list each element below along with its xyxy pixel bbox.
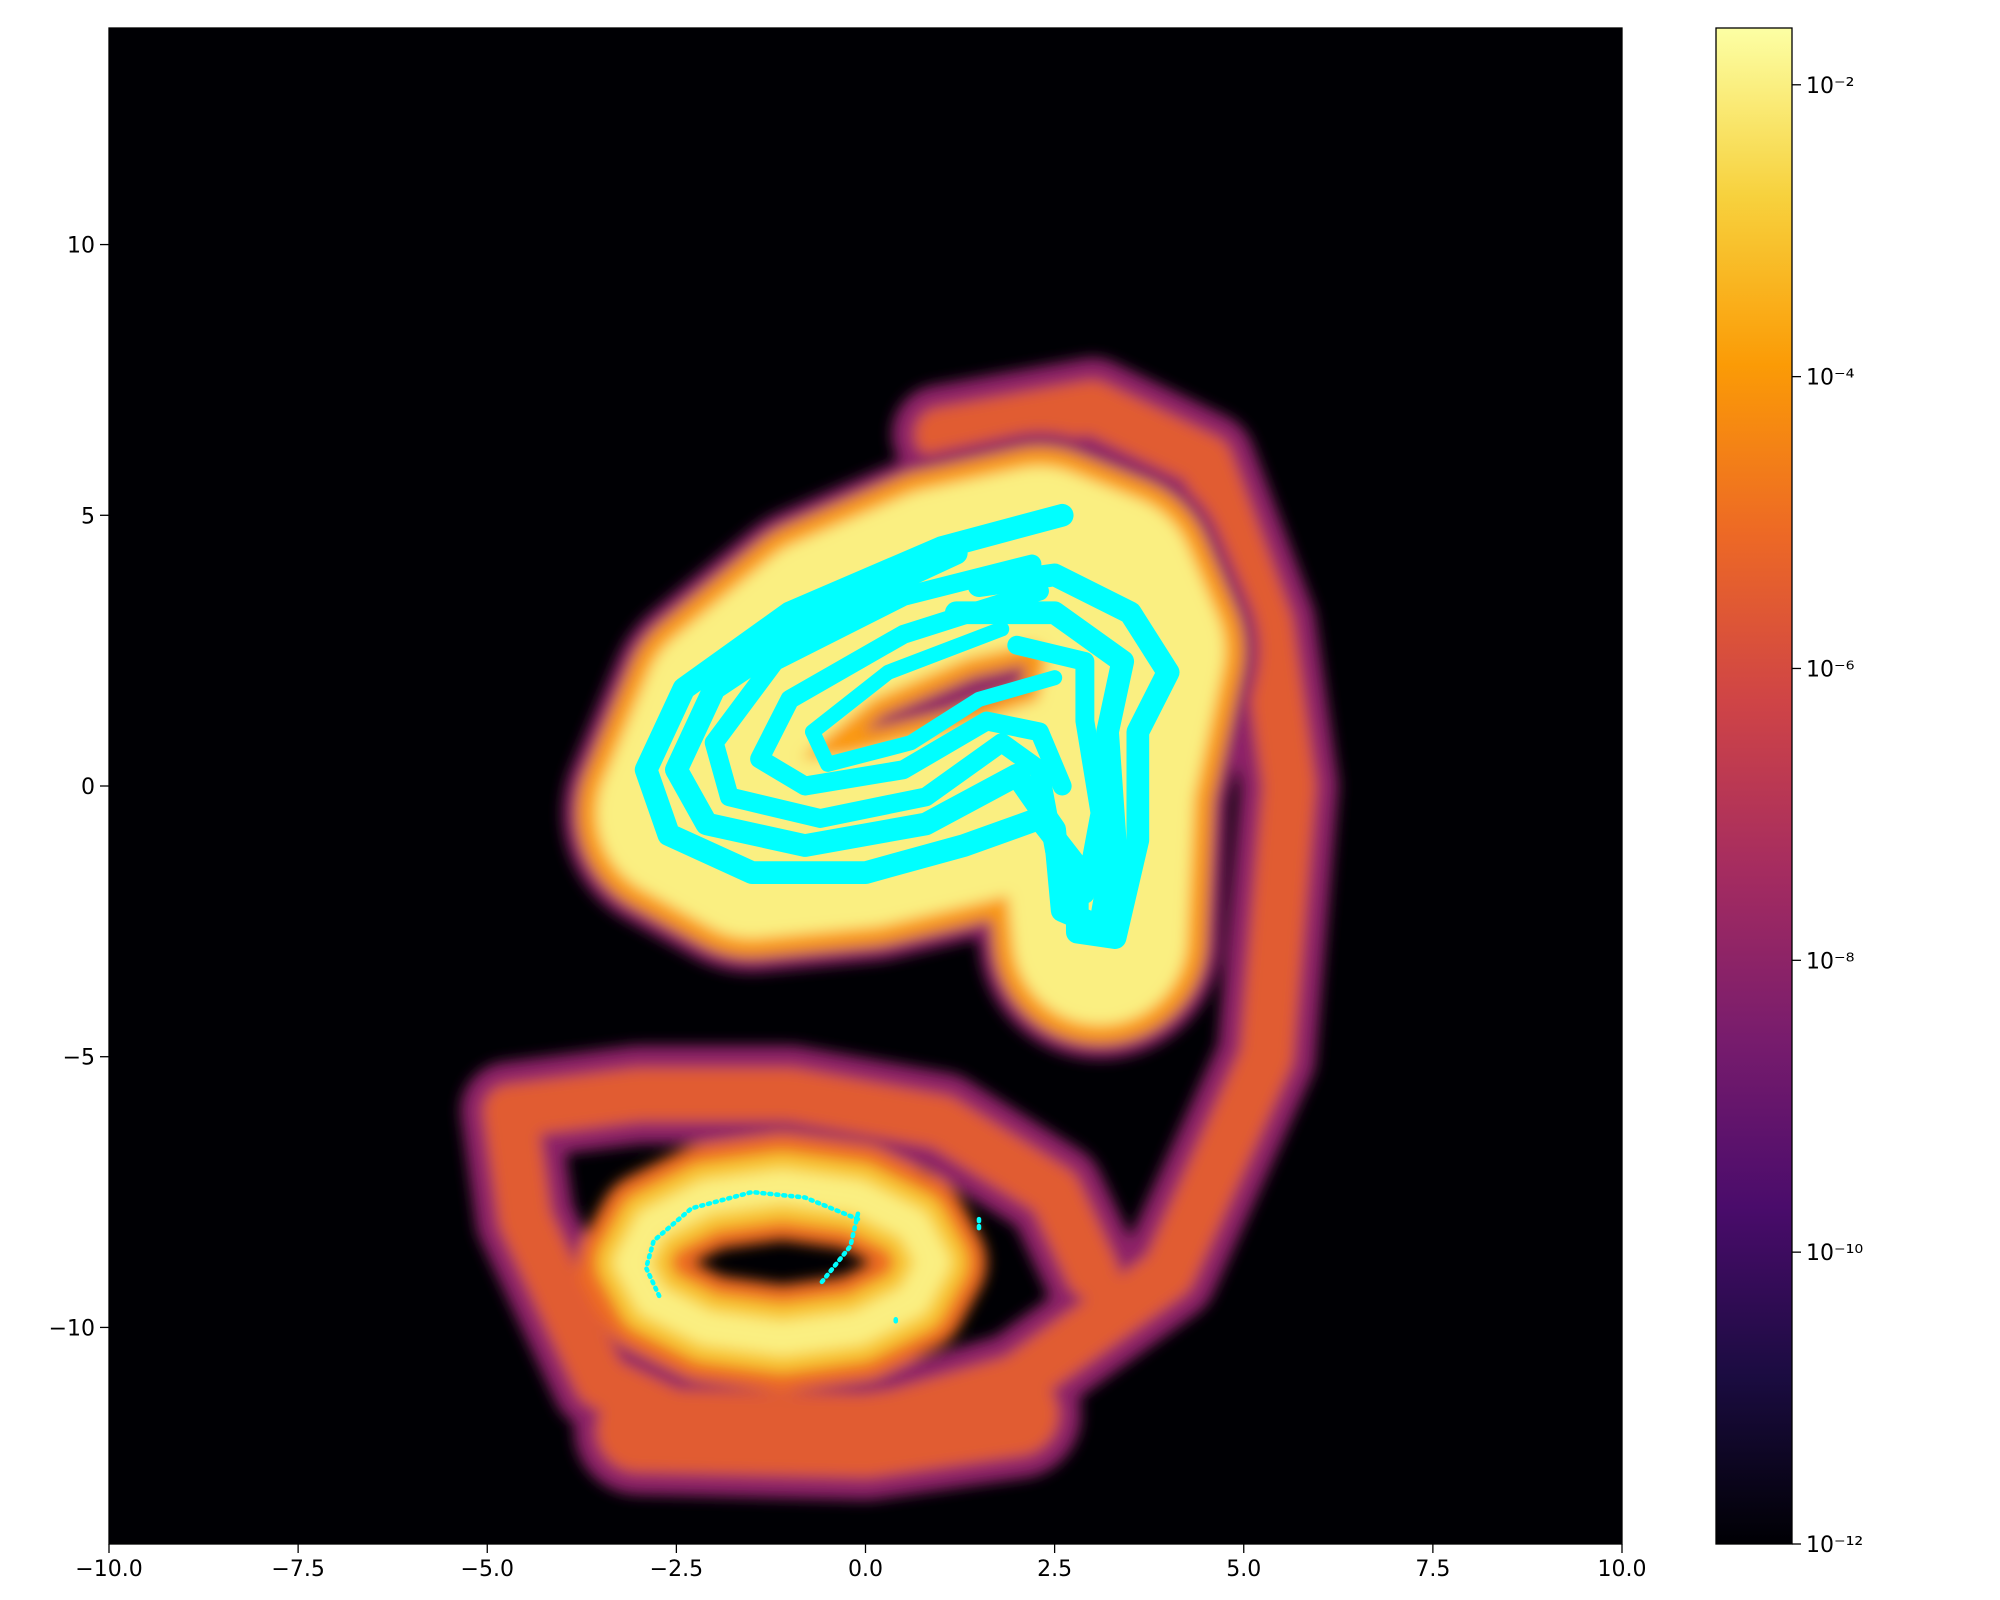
colorbar-tick-label: 10⁻² [1806,74,1854,99]
colorbar-tick-label: 10⁻⁸ [1806,949,1855,974]
plot-area [109,28,1622,1544]
density-band [596,1372,1059,1478]
y-tick-label: 5 [81,504,95,529]
x-tick-label: −5.0 [461,1557,514,1582]
colorbar [1715,27,1793,1545]
trajectory-points [643,1189,861,1303]
x-tick-label: 7.5 [1415,1557,1450,1582]
x-tick-label: 5.0 [1226,1557,1261,1582]
x-tick-label: −7.5 [271,1557,324,1582]
colorbar-tick-label: 10⁻¹² [1806,1533,1863,1558]
trajectory-points [665,541,1135,939]
x-tick-label: 0.0 [848,1557,883,1582]
y-tick-label: −10 [49,1316,95,1341]
y-tick-label: 10 [67,234,95,259]
trajectory-points [750,581,1072,796]
trajectory-points [817,1211,861,1287]
trajectory-points [804,621,1063,772]
x-tick-label: −2.5 [650,1557,703,1582]
colorbar-tick-label: 10⁻¹⁰ [1806,1241,1863,1266]
trajectory-points [704,554,1110,904]
y-tick-label: 0 [81,775,95,800]
x-tick-label: 10.0 [1598,1557,1647,1582]
colorbar-tick-label: 10⁻⁶ [1806,657,1855,682]
x-tick-label: 2.5 [1037,1557,1072,1582]
density-band [613,1169,951,1356]
colorbar-tick-label: 10⁻⁴ [1806,366,1855,391]
x-tick-label: −10.0 [75,1557,142,1582]
y-tick-label: −5 [63,1046,95,1071]
